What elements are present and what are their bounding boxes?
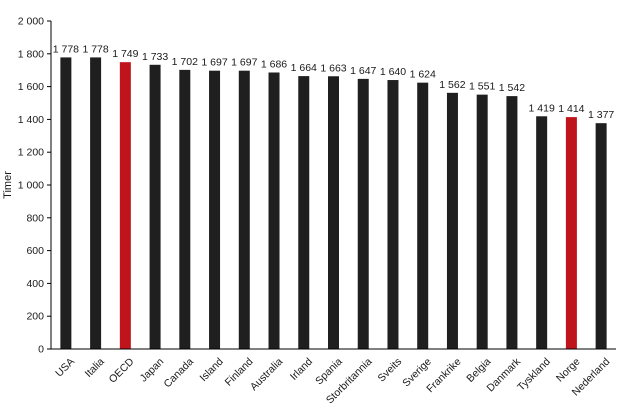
bar-storbritannia: [357, 78, 369, 349]
value-labels: 1 778 1 778 1 749 1 733 1 702 1 697 1 697 1 686…: [53, 43, 615, 121]
value-label-sveits: 1 640: [380, 66, 406, 78]
y-axis-title: Timer: [2, 171, 14, 199]
bar-spania: [328, 76, 339, 349]
y-axis-ticks: 0 200 400 600 800 1 000 1 200 1 400 1 600 1 800 2 …: [18, 16, 51, 356]
y-tick-label: 0: [38, 344, 44, 356]
value-label-nederland: 1 377: [588, 109, 614, 121]
x-tick-label-canada: Canada: [162, 356, 197, 391]
value-label-australia: 1 686: [261, 58, 287, 70]
value-label-oecd: 1 749: [112, 48, 138, 60]
y-tick-label: 2 000: [18, 16, 44, 28]
bar-sveits: [387, 80, 399, 349]
value-label-danmark: 1 542: [499, 82, 525, 94]
bar-frankrike: [446, 92, 458, 349]
value-label-storbritannia: 1 647: [350, 65, 376, 77]
bar-danmark: [506, 96, 518, 349]
bar-oecd: [119, 62, 131, 349]
value-label-spania: 1 663: [320, 62, 346, 74]
bar-nederland: [595, 123, 607, 349]
bar-japan: [149, 64, 161, 350]
value-label-italia: 1 778: [82, 43, 108, 55]
bar-norge: [565, 117, 577, 349]
y-tick-label: 400: [26, 278, 44, 290]
y-tick-label: 1 600: [18, 81, 44, 93]
x-tick-label-italia: Italia: [83, 356, 107, 380]
x-tick-label-usa: USA: [53, 356, 77, 380]
value-label-tyskland: 1 419: [529, 102, 555, 114]
bar-belgia: [476, 94, 488, 349]
y-tick-label: 1 800: [18, 48, 44, 60]
value-label-sverige: 1 624: [410, 69, 436, 81]
x-tick-label-tyskland: Tyskland: [515, 356, 553, 394]
bars: [60, 57, 607, 350]
bar-island: [209, 70, 221, 349]
bar-tyskland: [536, 116, 548, 349]
x-tick-label-australia: Australia: [248, 356, 285, 393]
value-label-japan: 1 733: [142, 51, 168, 63]
y-tick-label: 1 200: [18, 147, 44, 159]
value-label-norge: 1 414: [558, 103, 584, 115]
y-tick-label: 600: [26, 245, 44, 257]
y-tick-label: 1 000: [18, 180, 44, 192]
value-label-usa: 1 778: [53, 43, 79, 55]
value-label-canada: 1 702: [172, 56, 198, 68]
x-tick-label-irland: Irland: [288, 356, 315, 383]
bar-italia: [90, 57, 102, 350]
bar-sverige: [417, 82, 429, 349]
bar-irland: [298, 76, 310, 349]
value-label-belgia: 1 551: [469, 81, 495, 93]
y-tick-label: 1 400: [18, 114, 44, 126]
y-tick-label: 800: [26, 212, 44, 224]
bar-usa: [60, 57, 72, 350]
bar-finland: [238, 70, 250, 349]
value-label-island: 1 697: [201, 57, 227, 69]
bar-australia: [268, 72, 280, 349]
bar-canada: [179, 69, 191, 349]
x-tick-label-oecd: OECD: [107, 355, 137, 385]
value-label-frankrike: 1 562: [439, 79, 465, 91]
y-tick-label: 200: [26, 311, 44, 323]
value-label-finland: 1 697: [231, 57, 257, 69]
value-label-irland: 1 664: [291, 62, 317, 74]
